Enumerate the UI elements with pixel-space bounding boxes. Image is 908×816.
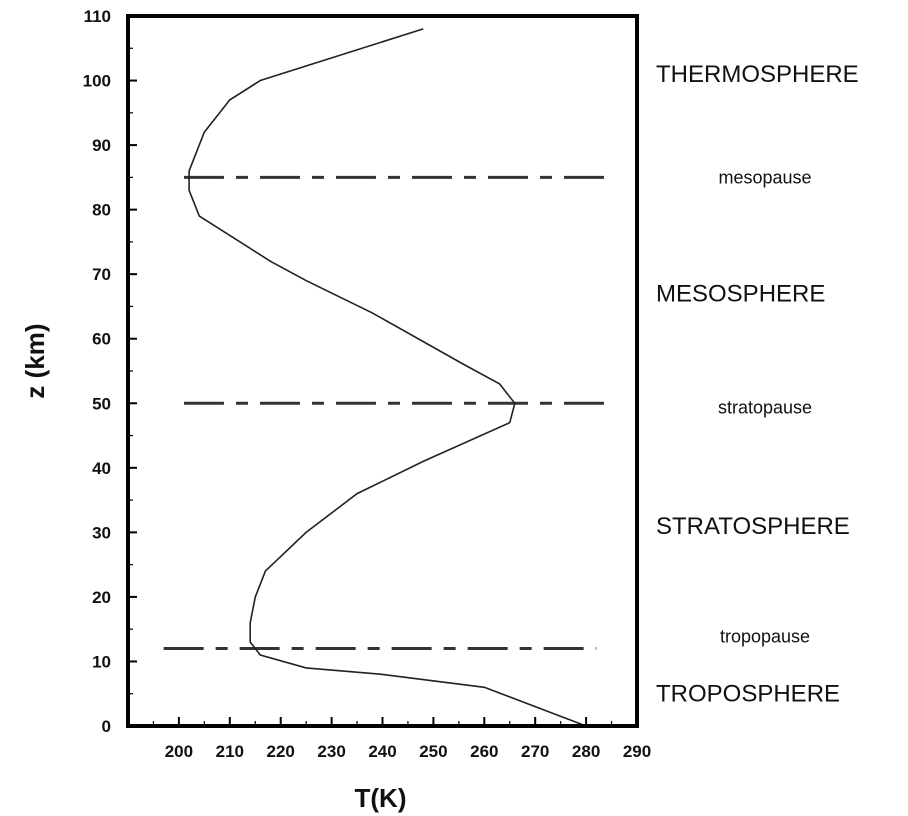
y-axis-title: z (km) [20,323,50,398]
x-tick-label: 240 [368,742,396,761]
y-tick-label: 50 [92,394,111,413]
x-tick-label: 210 [216,742,244,761]
layer-label-troposphere: TROPOSPHERE [656,681,840,708]
y-tick-label: 80 [92,201,111,220]
x-tick-label: 270 [521,742,549,761]
layer-label-thermosphere: THERMOSPHERE [656,61,859,88]
y-tick-label: 60 [92,330,111,349]
axis-ticks [128,15,638,727]
y-tick-label: 30 [92,523,111,542]
y-tick-label: 90 [92,136,111,155]
x-tick-label: 280 [572,742,600,761]
boundary-lines [163,175,612,651]
y-tick-label: 100 [83,72,111,91]
layer-labels: THERMOSPHERE MESOSPHERE STRATOSPHERE TROPOS… [656,61,859,708]
mesopause-label: mesopause [718,167,811,187]
stratopause-label: stratopause [718,397,812,417]
tropopause-label: tropopause [720,627,810,647]
x-tick-labels: 200 210 220 230 240 250 260 270 280 290 [165,742,651,761]
y-tick-label: 70 [92,265,111,284]
x-axis-title: T(K) [355,783,407,813]
y-tick-label: 110 [84,7,111,26]
y-tick-label: 20 [92,588,111,607]
x-tick-label: 220 [267,742,295,761]
y-tick-label: 0 [102,717,111,736]
layer-label-stratosphere: STRATOSPHERE [656,513,850,540]
y-tick-label: 40 [92,459,111,478]
y-tick-label: 10 [92,652,111,671]
plot-frame [126,14,639,728]
temperature-profile-line [188,28,587,727]
x-tick-label: 200 [165,742,193,761]
x-tick-label: 290 [623,742,651,761]
x-tick-label: 260 [470,742,498,761]
boundary-labels: mesopause stratopause tropopause [718,167,812,646]
x-tick-label: 250 [419,742,447,761]
y-tick-labels: 0 10 20 30 40 50 60 70 80 90 100 110 [83,7,111,736]
x-tick-label: 230 [317,742,345,761]
layer-label-mesosphere: MESOSPHERE [656,281,825,308]
